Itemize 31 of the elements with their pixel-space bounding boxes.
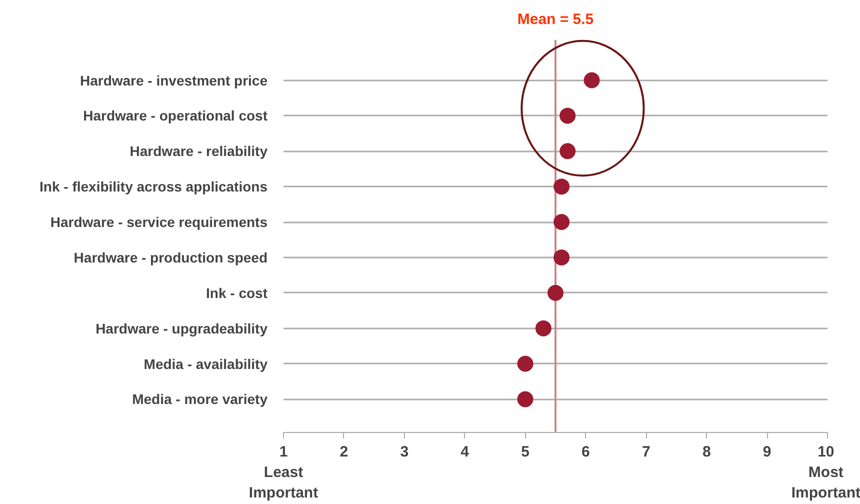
point [560, 143, 576, 160]
point [554, 178, 570, 195]
x-tick-label: 5 [521, 444, 530, 460]
ref-line-label: Mean = 5.5 [517, 10, 594, 28]
point [554, 214, 570, 230]
point [535, 320, 552, 336]
y-tick-label: Media - availability [144, 356, 268, 372]
y-tick-label: Hardware - investment price [80, 72, 268, 88]
y-tick-label: Ink - cost [206, 284, 268, 301]
point [517, 391, 534, 408]
x-tick-label: 3 [400, 444, 409, 460]
x-tick-label: 1 Least Important [248, 444, 318, 502]
y-tick-label: Ink - flexibility across applications [40, 178, 268, 195]
point [548, 284, 564, 301]
y-tick-label: Hardware - operational cost [83, 108, 268, 124]
x-tick-label: 4 [460, 444, 470, 460]
y-tick-label: Hardware - production speed [74, 249, 268, 266]
x-tick-label: 6 [582, 444, 590, 460]
x-tick-label: 10 Most Important [791, 444, 860, 502]
y-tick-label: Hardware - reliability [130, 143, 268, 160]
x-tick-label: 2 [340, 444, 348, 460]
point [584, 72, 600, 88]
y-tick-label: Hardware - upgradeability [96, 320, 268, 336]
point [554, 249, 570, 266]
point [517, 356, 534, 372]
x-tick-label: 8 [702, 444, 711, 460]
y-tick-label: Hardware - service requirements [50, 214, 268, 230]
point [560, 108, 576, 124]
x-tick-label: 7 [642, 444, 650, 460]
x-tick-label: 9 [762, 444, 772, 460]
y-tick-label: Media - more variety [132, 391, 268, 408]
